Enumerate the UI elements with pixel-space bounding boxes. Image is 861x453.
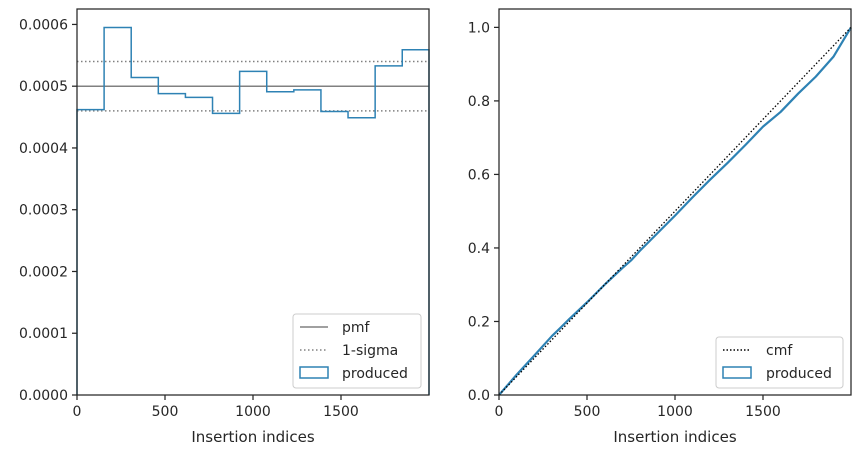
right-xtick-label-0: 0 [495, 404, 504, 420]
left-legend: pmf 1-sigma produced [292, 313, 422, 389]
right-marks [498, 26, 852, 396]
left-xtick-label-0: 0 [73, 404, 82, 420]
left-xtick-label-2: 1000 [235, 404, 271, 420]
left-marks [76, 26, 430, 395]
legend-pmf-label: pmf [342, 320, 371, 336]
right-ytick-label-5: 1.0 [468, 20, 490, 36]
legend-produced-swatch [299, 366, 329, 379]
right-ticks: 0 500 1000 1500 0.0 0.2 0.4 0.6 0.8 1.0 [468, 20, 781, 420]
left-legend-box [292, 313, 422, 389]
legend-produced-label: produced [342, 366, 408, 382]
right-legend: cmf produced [715, 336, 844, 389]
left-ticks: 0 500 1000 1500 0.0000 0.0001 0.0002 0.0003 0.00… [19, 17, 359, 420]
left-xlabel: Insertion indices [191, 428, 314, 446]
right-ytick-label-3: 0.6 [468, 167, 490, 183]
cumulative-panel: 0 500 1000 1500 0.0 0.2 0.4 0.6 0.8 1.0 Insertion… [468, 8, 852, 446]
legend-produced-label-right: produced [766, 366, 832, 382]
cmf-line [498, 26, 852, 396]
left-ytick-label-6: 0.0006 [19, 17, 68, 33]
left-xtick-label-3: 1500 [323, 404, 359, 420]
left-ytick-label-1: 0.0001 [19, 326, 68, 342]
left-ytick-label-0: 0.0000 [19, 388, 68, 404]
left-ytick-label-4: 0.0004 [19, 141, 68, 157]
legend-sigma-label: 1-sigma [342, 343, 398, 359]
left-ytick-label-3: 0.0003 [19, 203, 68, 219]
right-xtick-label-3: 1500 [745, 404, 781, 420]
right-xlabel: Insertion indices [613, 428, 736, 446]
left-ytick-label-2: 0.0002 [19, 264, 68, 280]
legend-produced-swatch-right [722, 366, 752, 379]
right-xtick-label-1: 500 [574, 404, 601, 420]
produced-histogram [76, 26, 430, 395]
right-xtick-label-2: 1000 [657, 404, 693, 420]
left-ytick-label-5: 0.0005 [19, 79, 68, 95]
right-ytick-label-2: 0.4 [468, 241, 490, 257]
legend-cmf-label: cmf [766, 343, 793, 359]
right-ytick-label-4: 0.8 [468, 94, 490, 110]
left-xtick-label-1: 500 [152, 404, 179, 420]
right-ytick-label-1: 0.2 [468, 314, 490, 330]
right-ytick-label-0: 0.0 [468, 388, 490, 404]
produced-cumulative-line [498, 26, 852, 396]
histogram-panel: 0 500 1000 1500 0.0000 0.0001 0.0002 0.0003 0.00… [19, 8, 430, 446]
